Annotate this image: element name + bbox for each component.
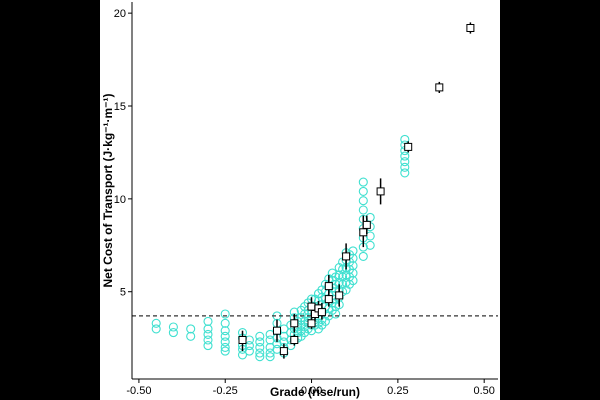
individual-point [358,251,368,261]
mean-square [273,326,281,335]
individual-point [220,326,230,336]
x-tick-label: 0.50 [473,385,494,397]
mean-square [238,336,247,344]
mean-marker [404,141,413,153]
mean-square [307,319,316,328]
mean-marker [290,314,299,333]
individual-point [220,331,230,341]
mean-square [359,228,368,237]
mean-marker [359,215,368,248]
scatter-plot: -0.50 -0.25 0.00 0.25 0.50 5 10 15 20 Grade (ri… [101,2,498,399]
individual-point [365,240,375,250]
mean-square [342,252,351,261]
mean-marker [435,81,444,93]
mean-square [466,24,475,32]
x-tick-label: -0.25 [213,385,238,397]
mean-markers-layer [238,22,475,359]
individual-point [400,157,410,167]
individual-point [186,324,196,334]
individual-point [203,335,213,345]
individual-point [348,261,358,271]
mean-square [335,291,344,300]
mean-marker [317,302,326,320]
individual-point [168,322,178,332]
mean-marker [335,284,344,307]
individual-point [203,341,213,351]
x-tick-label: 0.25 [387,385,408,397]
x-ticks: -0.50 -0.25 0.00 0.25 0.50 [126,379,495,397]
y-tick-label: 15 [114,101,126,113]
individual-point [220,346,230,356]
individual-point [220,318,230,328]
y-tick-label: 10 [114,194,126,206]
individual-point [400,168,410,178]
x-tick-label: 0.00 [301,385,322,397]
individual-point [244,341,254,351]
individual-point [255,342,265,352]
individual-point [168,328,178,338]
individual-point [279,331,289,341]
individual-point [265,335,275,345]
individual-point [265,342,275,352]
y-tick-label: 20 [114,8,126,20]
individual-point [151,318,161,328]
individual-point [255,331,265,341]
mean-square [404,142,413,151]
mean-marker [324,289,333,307]
mean-marker [238,330,247,352]
mean-square [307,302,316,311]
mean-marker [279,343,288,359]
individual-point [151,324,161,334]
individual-point [358,186,368,196]
mean-marker [273,319,281,342]
mean-square [362,220,371,229]
mean-square [279,347,288,356]
individual-point [255,348,265,358]
individual-point [244,346,254,356]
individual-point [186,331,196,341]
mean-marker [466,22,475,34]
individual-point [220,309,230,319]
y-ticks: 5 10 15 20 [114,8,132,299]
individual-point [220,342,230,352]
mean-square [290,319,299,328]
individual-point [358,196,368,206]
chart-panel: -0.50 -0.25 0.00 0.25 0.50 5 10 15 20 Grade (ri… [100,0,500,400]
individual-point [265,352,275,362]
mean-marker [342,243,351,270]
x-axis-title: Grade (rise/run) [270,385,360,399]
y-tick-label: 5 [120,287,126,299]
individual-point [255,337,265,347]
individual-point [203,316,213,326]
individual-point [265,348,275,358]
individual-point [358,177,368,187]
individual-point [203,329,213,339]
mean-square [324,282,333,291]
individual-point [400,162,410,172]
mean-marker [376,178,385,205]
mean-marker [362,215,371,235]
mean-square [317,308,326,317]
x-tick-label: -0.50 [126,385,151,397]
mean-square [376,187,385,196]
mean-square [324,295,333,304]
mean-marker [307,315,316,329]
mean-square [435,83,444,92]
individual-point [331,309,341,319]
individual-point [348,276,358,286]
individual-point [358,205,368,215]
individual-point [348,246,358,256]
y-axis-title: Net Cost of Transport (J·kg⁻¹·m⁻¹) [101,93,115,287]
individual-point [400,151,410,161]
mean-marker [290,334,299,346]
individual-point [220,337,230,347]
individual-point [203,324,213,334]
mean-square [290,336,299,344]
individual-point [255,352,265,362]
